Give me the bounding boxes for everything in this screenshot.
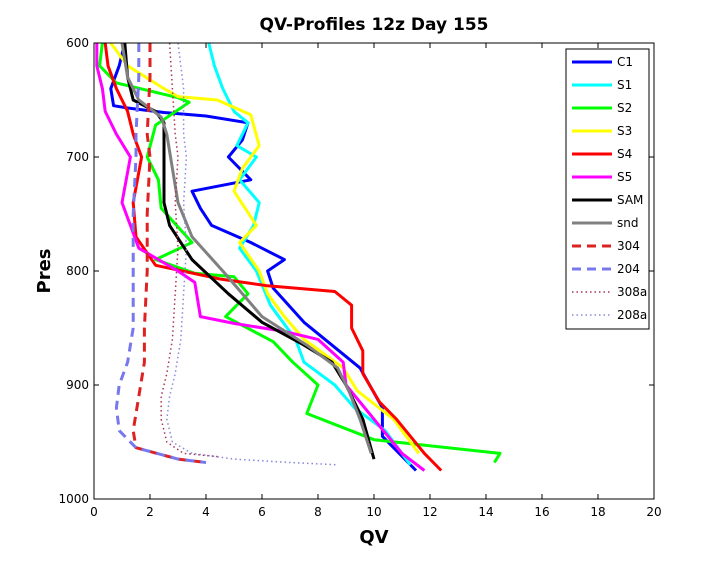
axis-ticks: 0 2 4 6 8 10 12 14 16 18 20 600 700 800 900 1000 bbox=[58, 36, 661, 519]
plot-lines bbox=[95, 43, 502, 472]
x-tick-label: 2 bbox=[146, 505, 154, 519]
series-line-204 bbox=[114, 43, 207, 464]
legend-label-s2: S2 bbox=[617, 101, 632, 115]
legend-label-308a: 308a bbox=[617, 285, 647, 299]
axes-frame bbox=[93, 42, 655, 500]
x-tick-label: 10 bbox=[366, 505, 381, 519]
legend-label-s3: S3 bbox=[617, 124, 632, 138]
series-line-c1 bbox=[109, 43, 418, 472]
x-tick-label: 20 bbox=[646, 505, 661, 519]
legend-label-s1: S1 bbox=[617, 78, 632, 92]
legend-label-s4: S4 bbox=[617, 147, 632, 161]
legend-label-sam: SAM bbox=[617, 193, 643, 207]
legend-label-208a: 208a bbox=[617, 308, 647, 322]
legend-label-204: 204 bbox=[617, 262, 640, 276]
x-tick-label: 8 bbox=[314, 505, 322, 519]
legend-label-c1: C1 bbox=[617, 55, 633, 69]
legend-label-snd: snd bbox=[617, 216, 638, 230]
x-tick-label: 18 bbox=[590, 505, 605, 519]
legend-box bbox=[565, 48, 650, 330]
x-tick-label: 4 bbox=[202, 505, 210, 519]
x-axis-label: QV bbox=[359, 527, 388, 548]
series-line-304 bbox=[131, 43, 207, 464]
y-axis-label: Pres bbox=[34, 249, 55, 294]
y-tick-label: 1000 bbox=[58, 492, 89, 506]
y-tick-label: 800 bbox=[66, 264, 89, 278]
x-tick-label: 16 bbox=[534, 505, 549, 519]
x-tick-label: 12 bbox=[422, 505, 437, 519]
series-line-s1 bbox=[207, 43, 412, 466]
chart-title: QV-Profiles 12z Day 155 bbox=[260, 15, 489, 35]
legend-label-s5: S5 bbox=[617, 170, 632, 184]
y-tick-label: 700 bbox=[66, 150, 89, 164]
series-line-s4 bbox=[103, 43, 443, 472]
series-line-308a bbox=[160, 43, 221, 458]
x-tick-label: 6 bbox=[258, 505, 266, 519]
series-line-208a bbox=[166, 43, 338, 466]
x-tick-label: 0 bbox=[90, 505, 98, 519]
y-tick-label: 600 bbox=[66, 36, 89, 50]
y-tick-label: 900 bbox=[66, 378, 89, 392]
legend: C1 S1 S2 S3 S4 S5 SAM snd 304 204 308a 208a bbox=[565, 48, 650, 330]
series-line-snd bbox=[120, 43, 373, 454]
x-tick-label: 14 bbox=[478, 505, 493, 519]
legend-label-304: 304 bbox=[617, 239, 640, 253]
series-line-s2 bbox=[98, 43, 502, 464]
